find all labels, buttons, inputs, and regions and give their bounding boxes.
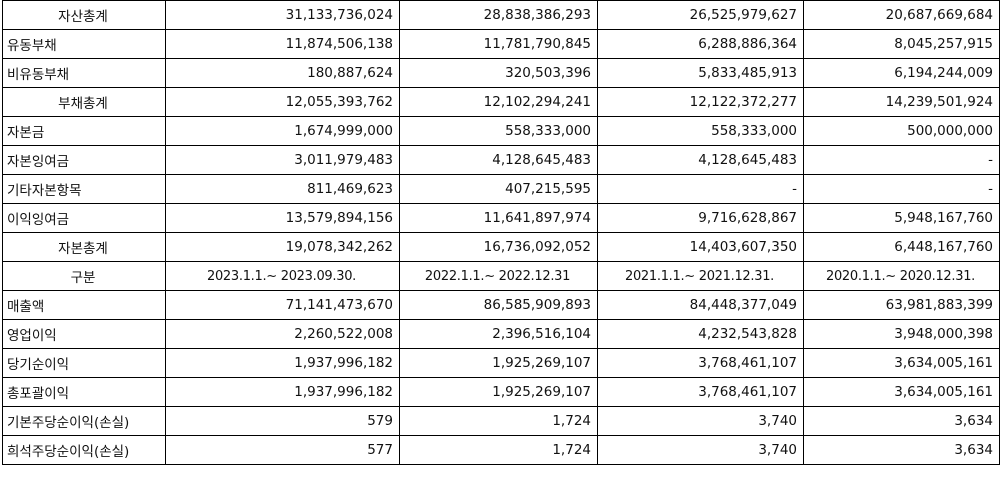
value-cell: 12,122,372,277 bbox=[597, 87, 804, 117]
table-row: 비유동부채 180,887,624 320,503,396 5,833,485,913… bbox=[2, 58, 1000, 88]
table-row: 기타자본항목 811,469,623 407,215,595- - bbox=[2, 174, 1000, 204]
value-cell: 579 bbox=[165, 406, 400, 436]
value-cell: 3,634,005,161 bbox=[803, 377, 1000, 407]
value-cell: 3,634 bbox=[803, 406, 1000, 436]
value-cell: 3,768,461,107 bbox=[597, 377, 804, 407]
value-cell: 6,448,167,760 bbox=[803, 232, 1000, 262]
financial-summary-table: 자산총계 31,133,736,024 28,838,386,293 26,525,9… bbox=[2, 0, 1000, 465]
value-cell: 9,716,628,867 bbox=[597, 203, 804, 233]
value-cell: 1,925,269,107 bbox=[399, 377, 598, 407]
value-cell: 4,232,543,828 bbox=[597, 319, 804, 349]
table-row: 자본잉여금 3,011,979,483 4,128,645,483 4,128,645… bbox=[2, 145, 1000, 175]
value-cell: 1,937,996,182 bbox=[165, 348, 400, 378]
value-cell: 11,781,790,845 bbox=[399, 29, 598, 59]
value-cell: 3,948,000,398 bbox=[803, 319, 1000, 349]
table-row: 매출액 71,141,473,670 86,585,909,893 84,448,37… bbox=[2, 290, 1000, 320]
value-cell: 1,674,999,000 bbox=[165, 116, 400, 146]
value-cell: 71,141,473,670 bbox=[165, 290, 400, 320]
value-cell: 26,525,979,627 bbox=[597, 0, 804, 30]
row-label: 이익잉여금 bbox=[2, 203, 166, 233]
row-label: 자산총계 bbox=[2, 0, 166, 30]
value-cell: 1,925,269,107 bbox=[399, 348, 598, 378]
value-cell: 63,981,883,399 bbox=[803, 290, 1000, 320]
value-cell: 12,102,294,241 bbox=[399, 87, 598, 117]
table-row: 자산총계 31,133,736,024 28,838,386,293 26,525,9… bbox=[2, 0, 1000, 30]
value-cell: 2,260,522,008 bbox=[165, 319, 400, 349]
value-cell: 8,045,257,915 bbox=[803, 29, 1000, 59]
row-label: 유동부채 bbox=[2, 29, 166, 59]
value-cell: 11,874,506,138 bbox=[165, 29, 400, 59]
value-cell: - bbox=[803, 174, 1000, 204]
row-label: 자본총계 bbox=[2, 232, 166, 262]
value-cell: 5,833,485,913 bbox=[597, 58, 804, 88]
row-label: 당기순이익 bbox=[2, 348, 166, 378]
value-cell: 500,000,000 bbox=[803, 116, 1000, 146]
row-label: 영업이익 bbox=[2, 319, 166, 349]
value-cell: 31,133,736,024 bbox=[165, 0, 400, 30]
row-label: 기본주당순이익(손실) bbox=[2, 406, 166, 436]
row-label: 비유동부채 bbox=[2, 58, 166, 88]
value-cell: 20,687,669,684 bbox=[803, 0, 1000, 30]
value-cell: 2,396,516,104 bbox=[399, 319, 598, 349]
value-cell: 14,403,607,350 bbox=[597, 232, 804, 262]
value-cell: 12,055,393,762 bbox=[165, 87, 400, 117]
value-cell: 4,128,645,483 bbox=[399, 145, 598, 175]
row-label: 총포괄이익 bbox=[2, 377, 166, 407]
value-cell: 3,634 bbox=[803, 435, 1000, 465]
value-cell: 811,469,623 bbox=[165, 174, 400, 204]
table-row: 자본금 1,674,999,000 558,333,000 558,333,000 50… bbox=[2, 116, 1000, 146]
value-cell: 84,448,377,049 bbox=[597, 290, 804, 320]
value-cell: 6,288,886,364 bbox=[597, 29, 804, 59]
value-cell: 407,215,595 bbox=[399, 174, 598, 204]
value-cell: 11,641,897,974 bbox=[399, 203, 598, 233]
value-cell: 577 bbox=[165, 435, 400, 465]
table-row: 영업이익 2,260,522,008 2,396,516,104 4,232,543,… bbox=[2, 319, 1000, 349]
value-cell: 3,634,005,161 bbox=[803, 348, 1000, 378]
row-label: 자본잉여금 bbox=[2, 145, 166, 175]
period-header-cell: 2020.1.1.~ 2020.12.31. bbox=[803, 261, 1000, 291]
value-cell: 3,740 bbox=[597, 435, 804, 465]
row-label: 매출액 bbox=[2, 290, 166, 320]
value-cell: 180,887,624 bbox=[165, 58, 400, 88]
table-row: 부채총계 12,055,393,762 12,102,294,241 12,122,3… bbox=[2, 87, 1000, 117]
value-cell: 16,736,092,052 bbox=[399, 232, 598, 262]
value-cell: 13,579,894,156 bbox=[165, 203, 400, 233]
value-cell: 1,724 bbox=[399, 435, 598, 465]
period-header-cell: 2023.1.1.~ 2023.09.30. bbox=[165, 261, 400, 291]
value-cell: 28,838,386,293 bbox=[399, 0, 598, 30]
row-label: 기타자본항목 bbox=[2, 174, 166, 204]
row-label: 희석주당순이익(손실) bbox=[2, 435, 166, 465]
table-row: 기본주당순이익(손실) 579 1,724 3,740 3,634 bbox=[2, 406, 1000, 436]
table-row: 총포괄이익 1,937,996,182 1,925,269,107 3,768,461… bbox=[2, 377, 1000, 407]
value-cell: 19,078,342,262 bbox=[165, 232, 400, 262]
period-header-cell: 2021.1.1.~ 2021.12.31. bbox=[597, 261, 804, 291]
value-cell: 5,948,167,760 bbox=[803, 203, 1000, 233]
row-label: 자본금 bbox=[2, 116, 166, 146]
value-cell: 86,585,909,893 bbox=[399, 290, 598, 320]
value-cell: 14,239,501,924 bbox=[803, 87, 1000, 117]
value-cell: 3,011,979,483 bbox=[165, 145, 400, 175]
period-header-cell: 2022.1.1.~ 2022.12.31 bbox=[399, 261, 598, 291]
value-cell: 1,724 bbox=[399, 406, 598, 436]
value-cell: - bbox=[803, 145, 1000, 175]
table-body: 자산총계 31,133,736,024 28,838,386,293 26,525,9… bbox=[2, 0, 1000, 465]
value-cell: - bbox=[597, 174, 804, 204]
value-cell: 6,194,244,009 bbox=[803, 58, 1000, 88]
table-row: 희석주당순이익(손실) 577 1,724 3,740 3,634 bbox=[2, 435, 1000, 465]
table-row: 당기순이익 1,937,996,182 1,925,269,107 3,768,461… bbox=[2, 348, 1000, 378]
period-header-row: 구분 2023.1.1.~ 2023.09.30. 2022.1.1.~ 2022.… bbox=[2, 261, 1000, 291]
value-cell: 3,740 bbox=[597, 406, 804, 436]
row-label: 부채총계 bbox=[2, 87, 166, 117]
value-cell: 558,333,000 bbox=[597, 116, 804, 146]
table-row: 자본총계 19,078,342,262 16,736,092,052 14,403,6… bbox=[2, 232, 1000, 262]
table-row: 이익잉여금 13,579,894,156 11,641,897,974 9,716,6… bbox=[2, 203, 1000, 233]
value-cell: 1,937,996,182 bbox=[165, 377, 400, 407]
value-cell: 320,503,396 bbox=[399, 58, 598, 88]
value-cell: 4,128,645,483 bbox=[597, 145, 804, 175]
value-cell: 558,333,000 bbox=[399, 116, 598, 146]
value-cell: 3,768,461,107 bbox=[597, 348, 804, 378]
row-label: 구분 bbox=[2, 261, 166, 291]
table-row: 유동부채 11,874,506,138 11,781,790,845 6,288,88… bbox=[2, 29, 1000, 59]
